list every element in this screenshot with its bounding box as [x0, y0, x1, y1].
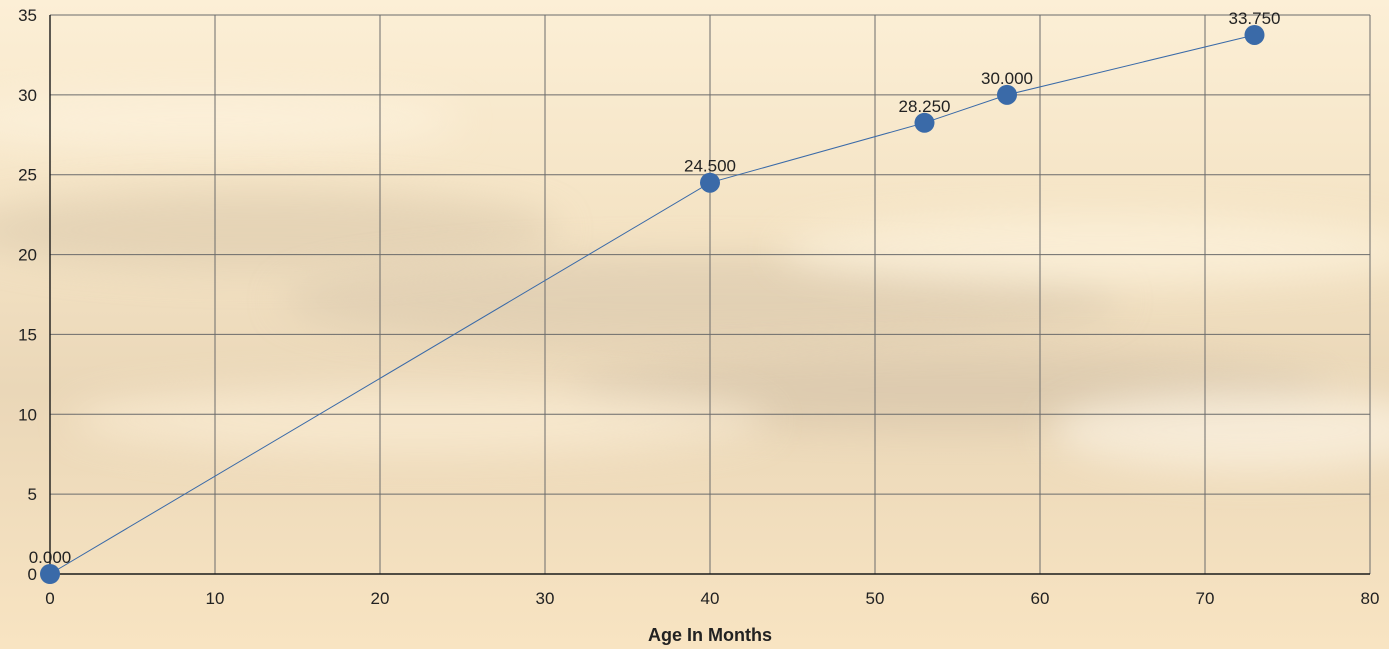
- y-tick-label: 0: [28, 565, 37, 584]
- data-label: 0.000: [29, 548, 72, 567]
- x-tick-label: 0: [45, 589, 54, 608]
- x-tick-label: 80: [1361, 589, 1380, 608]
- y-tick-label: 10: [18, 405, 37, 424]
- axes: [49, 15, 1370, 575]
- data-point[interactable]: [1244, 24, 1265, 45]
- data-label: 28.250: [899, 97, 951, 116]
- x-tick-label: 20: [371, 589, 390, 608]
- data-point[interactable]: [40, 564, 60, 584]
- y-tick-label: 30: [18, 86, 37, 105]
- data-point[interactable]: [700, 172, 720, 193]
- data-labels: 0.000 24.500 28.250 30.000 33.750: [29, 9, 1281, 567]
- series: [40, 24, 1265, 584]
- y-axis-ticks: 0 5 10 15 20 25 30 35: [18, 6, 37, 584]
- y-tick-label: 5: [28, 485, 37, 504]
- x-tick-label: 10: [206, 589, 225, 608]
- data-label: 30.000: [981, 69, 1033, 88]
- y-tick-label: 25: [18, 166, 37, 185]
- x-axis-title: Age In Months: [648, 625, 772, 645]
- data-label: 33.750: [1229, 9, 1281, 28]
- y-tick-label: 20: [18, 246, 37, 265]
- y-tick-label: 15: [18, 325, 37, 344]
- data-point[interactable]: [997, 84, 1017, 105]
- x-axis-ticks: 0 10 20 30 40 50 60 70 80: [45, 589, 1379, 608]
- x-tick-label: 30: [536, 589, 555, 608]
- x-tick-label: 60: [1031, 589, 1050, 608]
- data-label: 24.500: [684, 157, 736, 176]
- x-tick-label: 40: [701, 589, 720, 608]
- x-tick-label: 70: [1196, 589, 1215, 608]
- data-point[interactable]: [914, 112, 935, 133]
- y-tick-label: 35: [18, 6, 37, 25]
- x-tick-label: 50: [866, 589, 885, 608]
